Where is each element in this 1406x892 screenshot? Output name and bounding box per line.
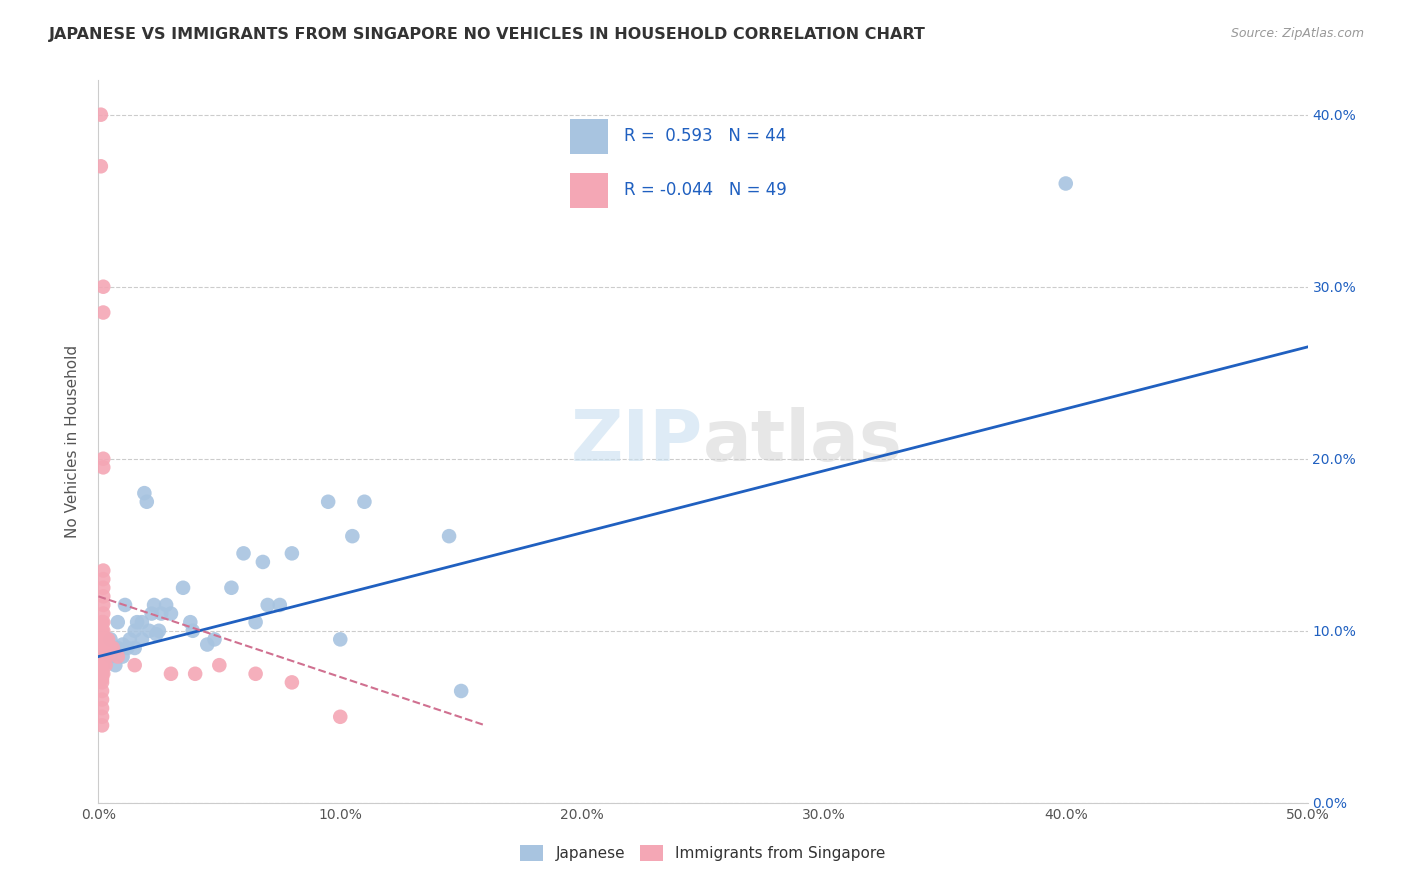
Point <box>91 632 114 647</box>
Point <box>256 598 278 612</box>
Point <box>91 658 114 673</box>
Point <box>91 710 114 724</box>
Point <box>204 632 226 647</box>
Point <box>100 640 122 655</box>
Point <box>195 638 218 652</box>
Point <box>90 159 112 173</box>
Point <box>91 615 114 630</box>
Text: ZIP: ZIP <box>571 407 703 476</box>
Point <box>100 649 122 664</box>
Point <box>91 615 114 630</box>
Point <box>90 108 112 122</box>
Point <box>160 607 183 621</box>
Y-axis label: No Vehicles in Household: No Vehicles in Household <box>65 345 80 538</box>
Point <box>160 666 183 681</box>
Point <box>97 632 120 647</box>
Point <box>329 632 352 647</box>
Point <box>101 640 124 655</box>
Point <box>184 666 207 681</box>
Point <box>437 529 460 543</box>
Point <box>281 546 304 560</box>
Point <box>138 624 160 638</box>
Point <box>135 494 157 508</box>
Point <box>131 615 153 630</box>
Point <box>104 658 127 673</box>
Point <box>1054 177 1077 191</box>
Point <box>91 684 114 698</box>
Point <box>94 658 117 673</box>
Point <box>145 627 167 641</box>
Point <box>141 607 163 621</box>
Point <box>91 451 114 466</box>
Point <box>91 305 114 319</box>
Point <box>172 581 194 595</box>
Point <box>329 710 352 724</box>
Point <box>91 572 114 586</box>
Point <box>124 640 146 655</box>
Point <box>208 658 231 673</box>
Point <box>450 684 472 698</box>
Point <box>91 649 114 664</box>
Point <box>117 640 139 655</box>
Point <box>91 718 114 732</box>
Point <box>91 598 114 612</box>
Point <box>124 624 146 638</box>
Point <box>94 640 117 655</box>
Point <box>353 494 375 508</box>
Point <box>181 624 204 638</box>
Point <box>245 666 267 681</box>
Point <box>91 624 114 638</box>
Point <box>91 581 114 595</box>
Point <box>107 615 129 630</box>
Point <box>91 666 114 681</box>
Point <box>281 675 304 690</box>
Point <box>91 672 114 686</box>
Point <box>91 590 114 604</box>
Point <box>91 460 114 475</box>
Point <box>114 598 136 612</box>
Point <box>91 638 114 652</box>
Point <box>148 624 170 638</box>
Point <box>179 615 201 630</box>
Point <box>91 675 114 690</box>
Point <box>118 632 141 647</box>
Point <box>245 615 267 630</box>
Point <box>124 658 146 673</box>
Point <box>134 486 156 500</box>
Point <box>91 640 114 655</box>
Legend: Japanese, Immigrants from Singapore: Japanese, Immigrants from Singapore <box>515 839 891 867</box>
Point <box>91 701 114 715</box>
Point <box>107 640 129 655</box>
Point <box>127 615 149 630</box>
Point <box>91 666 114 681</box>
Point <box>91 658 114 673</box>
Point <box>111 638 134 652</box>
Point <box>91 632 114 647</box>
Point <box>107 649 129 664</box>
Point <box>221 581 243 595</box>
Point <box>91 692 114 706</box>
Point <box>91 279 114 293</box>
Point <box>143 598 166 612</box>
Point <box>342 529 364 543</box>
Point <box>91 624 114 638</box>
Text: Source: ZipAtlas.com: Source: ZipAtlas.com <box>1230 27 1364 40</box>
Point <box>232 546 254 560</box>
Point <box>316 494 339 508</box>
Point <box>91 564 114 578</box>
Text: atlas: atlas <box>703 407 903 476</box>
Point <box>155 598 177 612</box>
Point <box>269 598 291 612</box>
Point <box>111 649 134 664</box>
Text: JAPANESE VS IMMIGRANTS FROM SINGAPORE NO VEHICLES IN HOUSEHOLD CORRELATION CHART: JAPANESE VS IMMIGRANTS FROM SINGAPORE NO… <box>49 27 927 42</box>
Point <box>94 649 117 664</box>
Point <box>91 640 114 655</box>
Point <box>94 632 117 647</box>
Point <box>100 632 122 647</box>
Point <box>252 555 274 569</box>
Point <box>150 607 173 621</box>
Point <box>91 649 114 664</box>
Point <box>91 607 114 621</box>
Point <box>131 632 153 647</box>
